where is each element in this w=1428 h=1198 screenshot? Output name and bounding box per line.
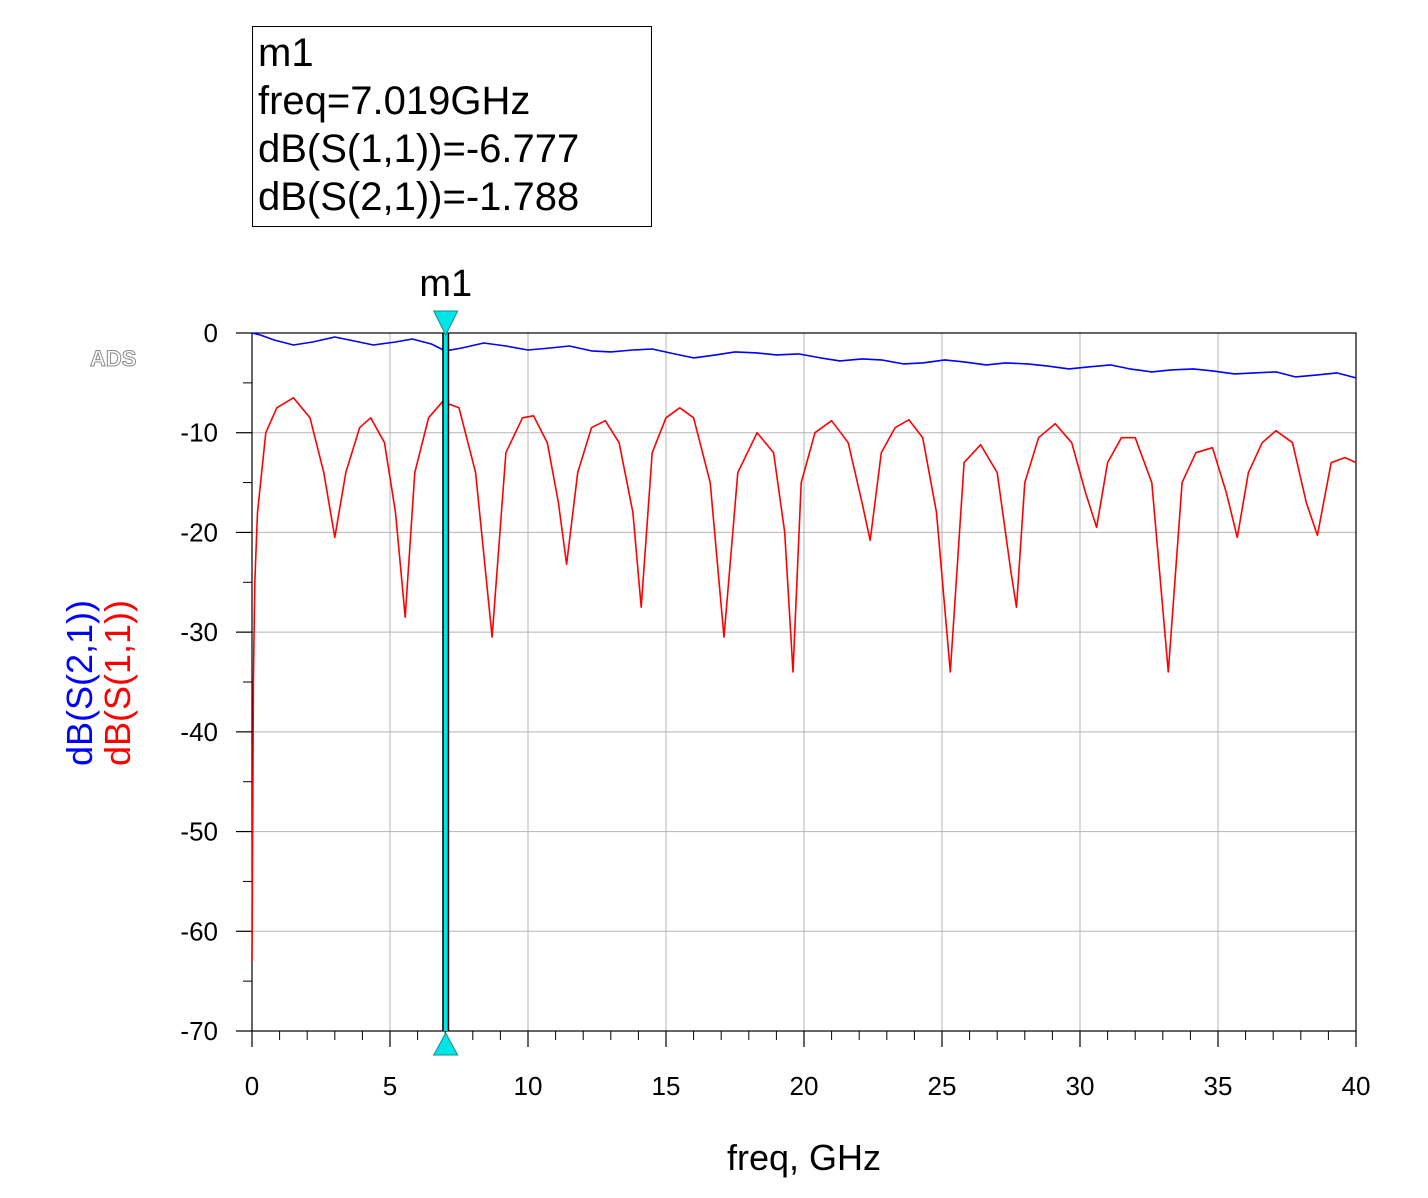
axes	[236, 332, 1357, 1047]
tick-labels: 0 5 10 15 20 25 30 35 40 0 -10 -20 -30 -40 -50 -60 -70	[180, 318, 1370, 1101]
marker-readout-name: m1	[258, 31, 314, 75]
series-line-s11	[251, 396, 1357, 962]
x-tick-label: 20	[790, 1071, 819, 1101]
marker-top-triangle-icon[interactable]	[432, 310, 459, 337]
marker-label: m1	[419, 263, 472, 305]
x-tick-label: 15	[652, 1071, 681, 1101]
x-axis-title: freq, GHz	[727, 1137, 881, 1178]
y-tick-label: 0	[204, 318, 218, 348]
x-tick-label: 35	[1204, 1071, 1233, 1101]
marker-readout-freq: freq=7.019GHz	[258, 79, 531, 123]
y-tick-label: -30	[180, 617, 218, 647]
ads-watermark: ADS	[90, 346, 136, 371]
y-tick-label: -60	[180, 916, 218, 946]
x-tick-label: 10	[514, 1071, 543, 1101]
x-tick-label: 30	[1066, 1071, 1095, 1101]
y-tick-label: -50	[180, 817, 218, 847]
plot-frame	[251, 332, 1357, 1032]
grid-lines	[252, 333, 1356, 1031]
minor-ticks	[243, 382, 1329, 1040]
y-tick-label: -10	[180, 418, 218, 448]
x-tick-label: 0	[245, 1071, 259, 1101]
marker-bottom-triangle-icon[interactable]	[432, 1031, 459, 1056]
marker-group[interactable]: m1	[419, 263, 472, 1056]
x-tick-label: 25	[928, 1071, 957, 1101]
series-line-s21	[251, 332, 1357, 379]
marker-readout-s11: dB(S(1,1))=-6.777	[258, 127, 580, 171]
x-tick-label: 40	[1342, 1071, 1371, 1101]
y-tick-label: -70	[180, 1016, 218, 1046]
x-tick-label: 5	[383, 1071, 397, 1101]
series-group	[251, 332, 1357, 962]
marker-readout-box[interactable]: m1 freq=7.019GHz dB(S(1,1))=-6.777 dB(S(…	[252, 26, 652, 227]
y-axis-title-s11: dB(S(1,1))	[97, 600, 138, 766]
marker-readout-s21: dB(S(2,1))=-1.788	[258, 175, 580, 219]
y-tick-label: -20	[180, 517, 218, 547]
y-tick-label: -40	[180, 717, 218, 747]
y-axis-title-s21: dB(S(2,1))	[59, 600, 100, 766]
